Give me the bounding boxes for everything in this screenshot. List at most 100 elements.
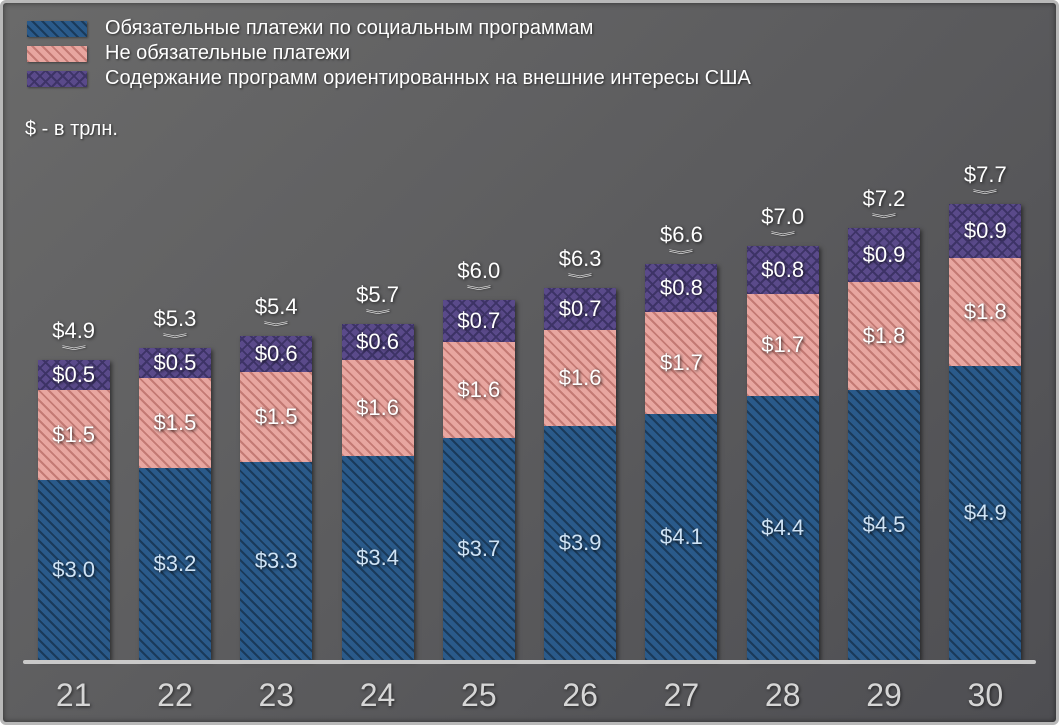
segment-value-label: $4.5 — [863, 512, 906, 538]
bar-total-label: $5.3 — [154, 306, 197, 332]
y-axis-label: $ - в трлн. — [25, 118, 118, 141]
segment-mandatory: $3.9 — [544, 426, 616, 660]
legend-swatch-discretionary — [27, 46, 87, 62]
chevron-down-icon: ︾ — [365, 312, 390, 318]
segment-value-label: $1.6 — [559, 365, 602, 391]
bars-area: $4.9︾$3.0$1.5$0.5$5.3︾$3.2$1.5$0.5$5.4︾$… — [23, 143, 1036, 660]
segment-discretionary: $1.7 — [645, 312, 717, 414]
x-axis-tick-label: 25 — [443, 677, 515, 714]
segment-discretionary: $1.7 — [747, 294, 819, 396]
bar-column: $4.9 ︾ $3.0 $1.5 $0.5 — [38, 318, 110, 660]
bar-stack: $3.7$1.6$0.7 — [443, 300, 515, 660]
bar-stack: $4.4 $1.7 $0.8 — [747, 246, 819, 660]
segment-discretionary: $1.8 — [949, 258, 1021, 366]
bar-stack: $3.0 $1.5 $0.5 — [38, 360, 110, 660]
segment-value-label: $0.9 — [863, 242, 906, 268]
segment-external: $0.9 — [949, 204, 1021, 258]
legend-label-external: Содержание программ ориентированных на в… — [105, 67, 751, 90]
bar-total-label: $7.0 — [761, 204, 804, 230]
x-axis-tick-label: 23 — [240, 677, 312, 714]
segment-value-label: $1.8 — [964, 299, 1007, 325]
segment-discretionary: $1.8 — [848, 282, 920, 390]
bar-column: $5.3 ︾ $3.2$1.5$0.5 — [139, 306, 211, 660]
segment-external: $0.7 — [443, 300, 515, 342]
bar-column: $7.2 ︾ $4.5 $1.8 $0.9 — [848, 186, 920, 660]
bar-column: $5.4 ︾ $3.3 $1.5 $0.6 — [240, 294, 312, 660]
segment-value-label: $0.6 — [255, 341, 298, 367]
x-axis-labels: 21222324252627282930 — [23, 677, 1036, 714]
chevron-down-icon: ︾ — [973, 192, 998, 198]
segment-mandatory: $4.5 — [848, 390, 920, 660]
segment-value-label: $1.7 — [761, 332, 804, 358]
segment-discretionary: $1.5 — [240, 372, 312, 462]
legend-label-mandatory: Обязательные платежи по социальным прогр… — [105, 17, 593, 40]
bar-column: $6.3︾$3.9$1.6$0.7 — [544, 246, 616, 660]
segment-mandatory: $4.9 — [949, 366, 1021, 660]
bar-total-label: $5.4 — [255, 294, 298, 320]
segment-value-label: $1.7 — [660, 350, 703, 376]
bar-total-label: $6.3 — [559, 246, 602, 272]
bar-column: $7.0 ︾ $4.4 $1.7 $0.8 — [747, 204, 819, 660]
legend-item-mandatory: Обязательные платежи по социальным прогр… — [27, 17, 751, 40]
x-axis-tick-label: 27 — [645, 677, 717, 714]
segment-external: $0.9 — [848, 228, 920, 282]
segment-discretionary: $1.5 — [38, 390, 110, 480]
segment-mandatory: $4.4 — [747, 396, 819, 660]
bar-total-label: $7.2 — [863, 186, 906, 212]
bar-stack: $3.4$1.6$0.6 — [342, 324, 414, 660]
x-axis-tick-label: 29 — [848, 677, 920, 714]
chevron-down-icon: ︾ — [871, 216, 896, 222]
segment-value-label: $0.8 — [660, 275, 703, 301]
chevron-down-icon: ︾ — [162, 336, 187, 342]
segment-value-label: $4.1 — [660, 524, 703, 550]
segment-value-label: $3.0 — [52, 557, 95, 583]
legend-item-external: Содержание программ ориентированных на в… — [27, 67, 751, 90]
segment-value-label: $0.6 — [356, 329, 399, 355]
bar-stack: $3.3 $1.5 $0.6 — [240, 336, 312, 660]
segment-value-label: $4.9 — [964, 500, 1007, 526]
segment-external: $0.8 — [645, 264, 717, 312]
segment-value-label: $1.8 — [863, 323, 906, 349]
chevron-down-icon: ︾ — [61, 348, 86, 354]
segment-value-label: $4.4 — [761, 515, 804, 541]
segment-value-label: $0.8 — [761, 257, 804, 283]
chevron-down-icon: ︾ — [466, 288, 491, 294]
segment-mandatory: $3.2 — [139, 468, 211, 660]
segment-discretionary: $1.6 — [443, 342, 515, 438]
legend-item-discretionary: Не обязательные платежи — [27, 42, 751, 65]
x-axis-line — [23, 660, 1036, 664]
x-axis-tick-label: 22 — [139, 677, 211, 714]
bar-stack: $3.9$1.6$0.7 — [544, 288, 616, 660]
bar-stack: $4.5 $1.8 $0.9 — [848, 228, 920, 660]
segment-discretionary: $1.5 — [139, 378, 211, 468]
chevron-down-icon: ︾ — [770, 234, 795, 240]
bar-column: $5.7︾$3.4$1.6$0.6 — [342, 282, 414, 660]
legend: Обязательные платежи по социальным прогр… — [27, 17, 751, 92]
segment-external: $0.6 — [342, 324, 414, 360]
legend-swatch-mandatory — [27, 21, 87, 37]
segment-value-label: $1.5 — [255, 404, 298, 430]
segment-value-label: $0.5 — [52, 362, 95, 388]
segment-value-label: $0.9 — [964, 218, 1007, 244]
x-axis-tick-label: 30 — [949, 677, 1021, 714]
chevron-down-icon: ︾ — [264, 324, 289, 330]
bar-column: $6.6 ︾ $4.1 $1.7 $0.8 — [645, 222, 717, 660]
chevron-down-icon: ︾ — [669, 252, 694, 258]
bar-column: $6.0 ︾ $3.7$1.6$0.7 — [443, 258, 515, 660]
segment-mandatory: $4.1 — [645, 414, 717, 660]
chevron-down-icon: ︾ — [568, 276, 593, 282]
chart-frame: Обязательные платежи по социальным прогр… — [0, 0, 1059, 725]
bar-total-label: $6.0 — [457, 258, 500, 284]
segment-value-label: $3.3 — [255, 548, 298, 574]
bar-total-label: $5.7 — [356, 282, 399, 308]
bar-total-label: $4.9 — [52, 318, 95, 344]
segment-value-label: $3.9 — [559, 530, 602, 556]
bar-stack: $4.1 $1.7 $0.8 — [645, 264, 717, 660]
x-axis-tick-label: 24 — [342, 677, 414, 714]
bar-total-label: $6.6 — [660, 222, 703, 248]
segment-external: $0.6 — [240, 336, 312, 372]
bar-stack: $3.2$1.5$0.5 — [139, 348, 211, 660]
segment-value-label: $1.5 — [52, 422, 95, 448]
segment-discretionary: $1.6 — [342, 360, 414, 456]
segment-external: $0.5 — [38, 360, 110, 390]
